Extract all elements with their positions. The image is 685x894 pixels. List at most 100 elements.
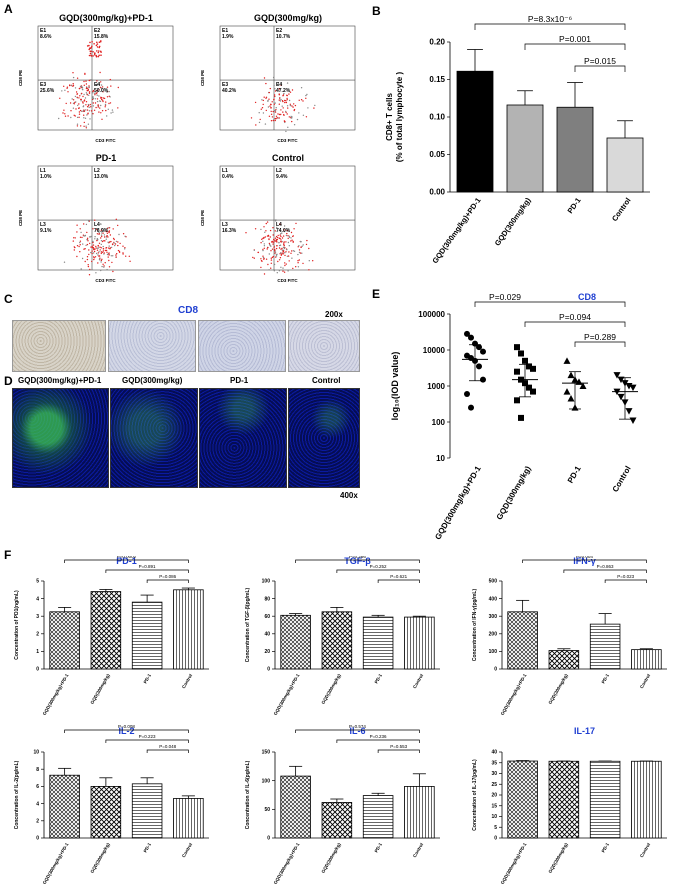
flow-event-dot	[270, 245, 272, 247]
bar	[131, 783, 163, 839]
flow-event-dot	[253, 249, 255, 251]
flow-event-dot	[283, 241, 285, 243]
flow-event-dot	[101, 98, 103, 101]
flow-event-dot	[80, 231, 82, 234]
x-category-label: PD-1	[566, 464, 583, 485]
flow-event-dot	[107, 256, 109, 258]
flow-event-dot	[291, 120, 293, 123]
flow-event-dot	[96, 249, 99, 251]
flow-event-dot	[73, 103, 76, 105]
flow-event-dot	[278, 113, 281, 116]
flow-event-dot	[255, 124, 257, 126]
quadrant-name: L3	[222, 222, 228, 228]
flow-event-dot	[274, 230, 276, 232]
x-category-label: PD-1	[601, 673, 611, 685]
flow-event-dot	[85, 92, 88, 94]
p-value-label: P=0.553	[390, 744, 407, 749]
flow-event-dot	[88, 44, 90, 47]
flow-event-dot	[273, 241, 275, 243]
flow-event-dot	[103, 252, 105, 254]
flow-event-dot	[97, 245, 100, 247]
significance-bracket	[64, 729, 189, 733]
x-category-label: Control	[611, 465, 633, 494]
y-tick-label: 0.10	[429, 113, 445, 122]
flow-event-dot	[298, 245, 300, 247]
flow-event-dot	[106, 251, 108, 253]
panel-label-e: E	[372, 287, 381, 301]
flow-event-dot	[62, 112, 64, 114]
iod-scatter-chart: CD8 10 100 1000 10000 100000 log₁₀(IOD value) G…	[390, 292, 638, 541]
flow-event-dot	[108, 259, 110, 262]
flow-event-dot	[97, 104, 99, 106]
p-value-label: P=0.015	[584, 56, 616, 66]
flow-event-dot	[81, 236, 83, 239]
flow-event-dot	[90, 79, 92, 81]
flow-event-dot	[109, 102, 112, 104]
flow-event-dot	[252, 256, 254, 259]
flow-event-dot	[262, 99, 264, 102]
flow-event-dot	[263, 257, 265, 260]
flow-event-dot	[106, 86, 109, 88]
flow-event-dot	[93, 109, 96, 112]
flow-event-dot	[97, 262, 99, 264]
p-value-label: P=0.001	[559, 34, 591, 44]
flow-event-dot	[284, 262, 286, 264]
flow-event-dot	[101, 97, 103, 99]
data-point	[514, 368, 520, 375]
flow-event-dot	[107, 241, 109, 243]
flow-event-dot	[100, 112, 102, 114]
flow-event-dot	[300, 241, 302, 243]
flow-event-dot	[89, 91, 91, 93]
flow-plot-title: PD-1	[96, 153, 117, 163]
p-value-label: P=0.004	[576, 556, 593, 559]
flow-event-dot	[66, 86, 69, 88]
flow-event-dot	[76, 245, 79, 247]
flow-event-dot	[262, 237, 264, 240]
ihc-title: CD8	[178, 305, 199, 316]
flow-event-dot	[276, 117, 278, 119]
flow-event-dot	[280, 239, 282, 241]
bar	[173, 589, 204, 670]
data-point	[563, 357, 571, 364]
flow-event-dot	[266, 248, 268, 250]
bar	[173, 798, 204, 839]
flow-event-dot	[122, 253, 124, 255]
flow-event-dot	[94, 94, 96, 96]
flow-event-dot	[100, 269, 102, 272]
flow-event-dot	[274, 102, 276, 104]
flow-event-dot	[260, 266, 262, 269]
flow-event-dot	[96, 90, 99, 92]
y-tick-label: 100	[432, 418, 446, 427]
flow-event-dot	[94, 238, 96, 240]
flow-event-dot	[119, 242, 121, 245]
flow-event-dot	[258, 121, 261, 124]
flow-event-dot	[278, 88, 280, 90]
ihc-image-combination	[12, 320, 106, 372]
flow-event-dot	[76, 96, 78, 99]
data-point	[480, 348, 486, 355]
flow-event-dot	[115, 254, 117, 256]
p-value-label: P=8.3x10⁻⁶	[528, 14, 572, 24]
bar	[90, 786, 122, 839]
flow-event-dot	[271, 240, 273, 243]
flow-event-dot	[102, 91, 104, 93]
flow-event-dot	[86, 106, 89, 108]
flow-event-dot	[79, 236, 82, 238]
flow-event-dot	[253, 257, 255, 259]
flow-event-dot	[279, 97, 281, 99]
chart-title: CD8	[578, 292, 596, 302]
flow-event-dot	[84, 73, 86, 75]
flow-event-dot	[89, 103, 92, 106]
y-tick-label: 10	[436, 454, 445, 463]
flow-event-dot	[282, 100, 284, 103]
flow-event-dot	[93, 92, 96, 95]
flow-event-dot	[296, 118, 299, 121]
significance-bracket	[105, 739, 189, 743]
flow-event-dot	[273, 270, 275, 272]
flow-event-dot	[100, 261, 102, 263]
flow-event-dot	[282, 111, 284, 113]
flow-event-dot	[87, 88, 90, 91]
flow-event-dot	[102, 97, 105, 99]
flow-event-dot	[285, 101, 288, 104]
flow-event-dot	[285, 100, 287, 102]
